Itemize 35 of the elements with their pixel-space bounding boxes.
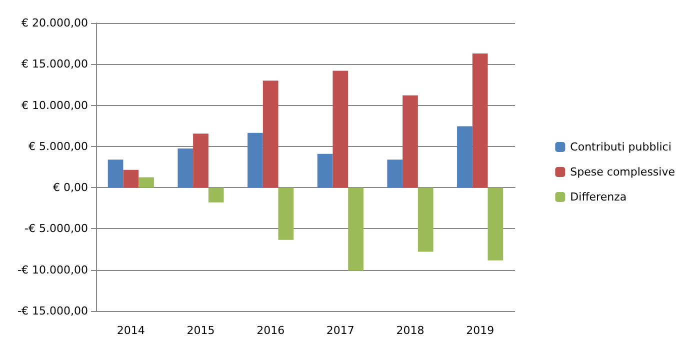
bar — [387, 160, 403, 188]
y-tick-label: -€ 5.000,00 — [24, 222, 88, 236]
bar — [472, 53, 488, 188]
bar — [402, 95, 418, 188]
bar — [193, 134, 208, 188]
x-tick-label: 2018 — [396, 324, 424, 337]
bar — [138, 177, 154, 188]
y-tick-label: € 20.000,00 — [22, 16, 88, 30]
bar — [178, 148, 194, 188]
bar — [278, 188, 294, 240]
bar — [108, 160, 124, 188]
bar — [208, 188, 224, 202]
x-tick-label: 2019 — [466, 324, 494, 337]
bar — [332, 70, 348, 188]
x-tick-label: 2016 — [256, 324, 285, 337]
x-tick-label: 2017 — [326, 324, 354, 337]
legend-label: Differenza — [570, 190, 627, 204]
bar — [418, 188, 434, 252]
bar — [262, 80, 278, 188]
bar — [123, 170, 139, 188]
x-tick-label: 2015 — [186, 324, 215, 337]
bar — [248, 132, 263, 188]
x-tick-label: 2014 — [116, 324, 145, 337]
bar — [317, 154, 333, 188]
bar — [488, 188, 504, 260]
y-tick-label: € 10.000,00 — [22, 98, 88, 112]
y-tick-label: € 0,00 — [53, 181, 88, 194]
legend-label: Contributi pubblici — [570, 140, 672, 154]
y-tick-label: -€ 15.000,00 — [18, 304, 88, 318]
legend-label: Spese complessive — [570, 166, 676, 178]
y-tick-label: -€ 10.000,00 — [18, 263, 88, 276]
y-tick-label: € 15.000,00 — [22, 58, 88, 71]
y-tick-label: € 5.000,00 — [28, 140, 88, 153]
bar — [457, 126, 472, 188]
bar — [348, 188, 364, 271]
